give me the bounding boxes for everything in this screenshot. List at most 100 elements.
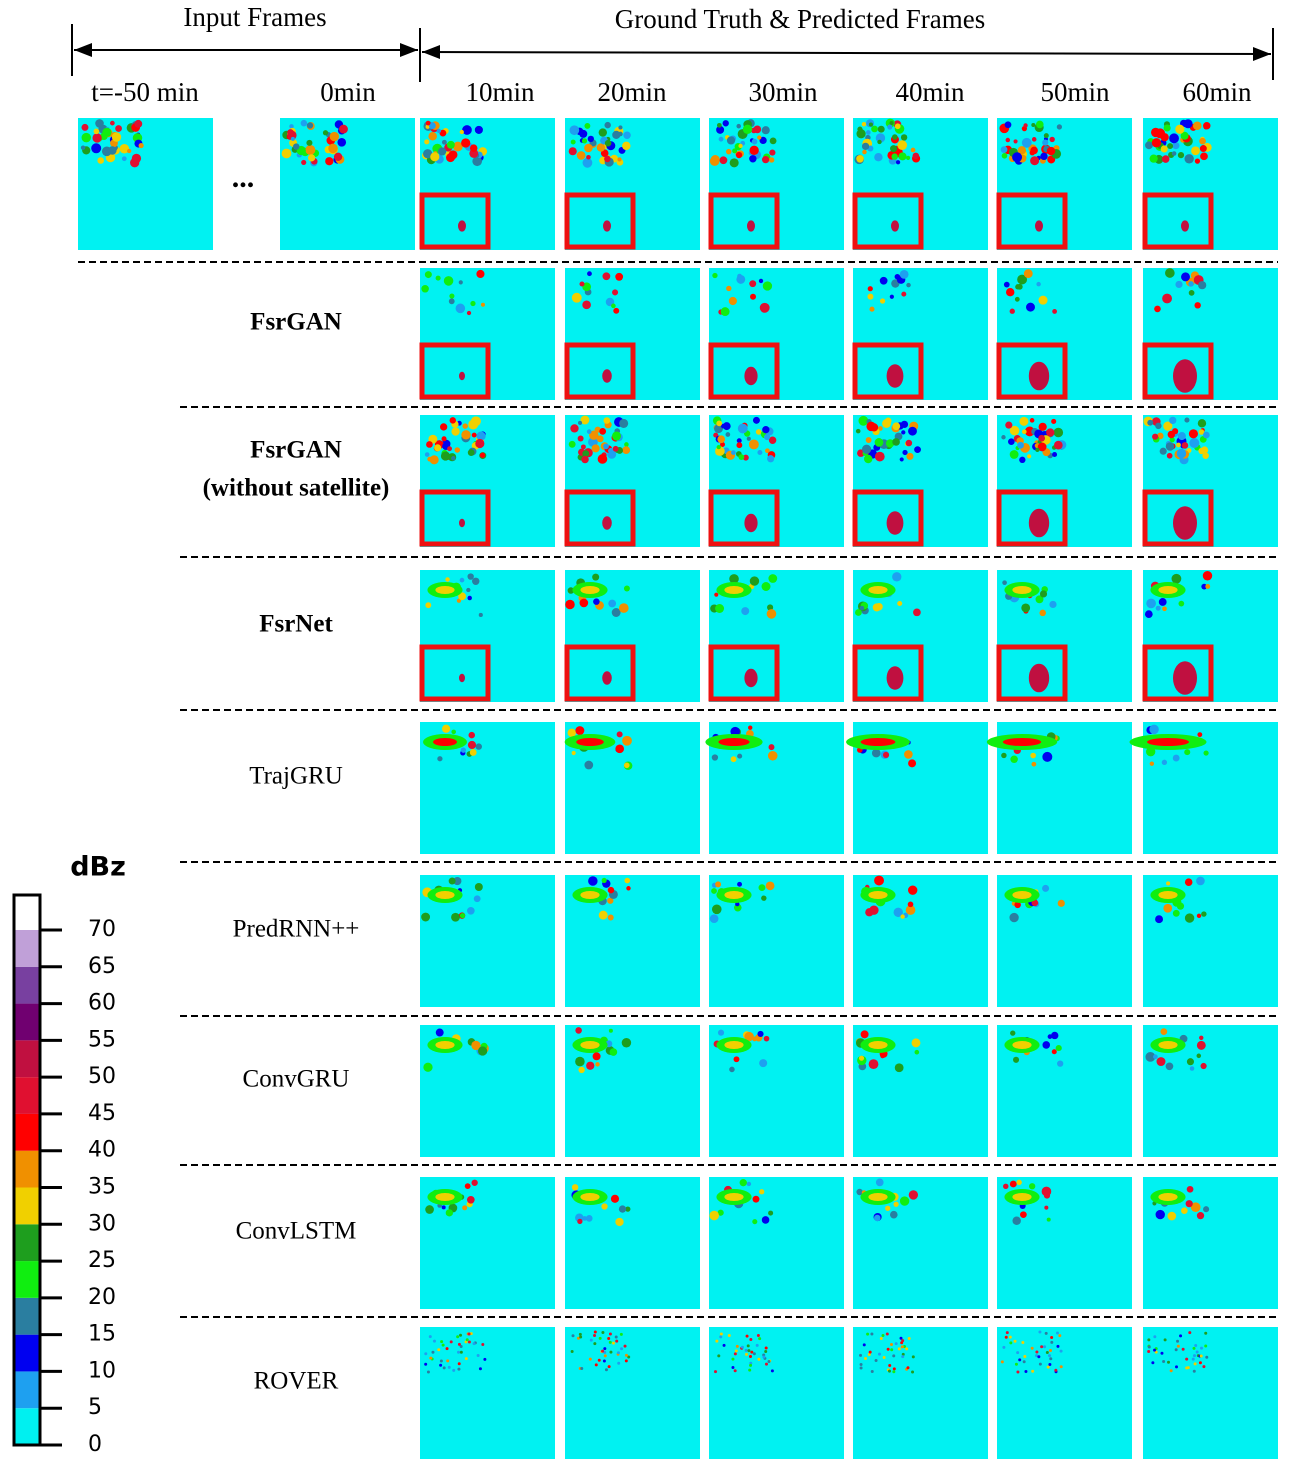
echo (1167, 143, 1173, 149)
echo (747, 1182, 751, 1186)
echo (715, 604, 724, 613)
echo (1170, 1369, 1173, 1372)
echo (592, 574, 599, 581)
echo (769, 157, 774, 162)
echo (1010, 1030, 1015, 1035)
echo (886, 1332, 889, 1335)
echo (449, 293, 454, 298)
storm-cell (1035, 220, 1043, 231)
echo (581, 444, 586, 449)
echo (752, 139, 758, 145)
echo (1054, 428, 1064, 438)
echo (1205, 1356, 1208, 1359)
echo (726, 286, 731, 291)
echo (1039, 1363, 1042, 1366)
echo (586, 155, 591, 160)
echo (729, 1067, 735, 1073)
echo (895, 1342, 898, 1345)
echo-core (724, 1193, 743, 1201)
echo (1203, 1206, 1209, 1212)
echo (716, 420, 722, 426)
echo (575, 1027, 582, 1034)
echo-core (435, 1193, 454, 1201)
echo (1051, 1032, 1058, 1039)
echo (455, 447, 461, 453)
echo (611, 1195, 619, 1203)
echo (1197, 1054, 1202, 1059)
echo (1203, 432, 1210, 439)
echo-core (580, 1193, 599, 1201)
echo-core (433, 738, 457, 746)
echo (1166, 881, 1170, 885)
echo (901, 430, 905, 434)
echo (1160, 448, 1167, 455)
echo (723, 120, 729, 126)
echo (450, 1340, 453, 1343)
echo (1024, 269, 1033, 278)
echo (1159, 598, 1167, 606)
echo (731, 756, 737, 762)
echo (436, 1029, 444, 1037)
storm-cell (747, 220, 755, 231)
echo (102, 128, 111, 137)
echo (913, 153, 920, 160)
model-label: (without satellite) (203, 475, 390, 502)
echo (1194, 1344, 1197, 1347)
echo (130, 158, 139, 167)
echo (720, 156, 728, 164)
echo (1196, 877, 1205, 886)
echo (869, 1059, 879, 1069)
echo (601, 1203, 607, 1209)
echo (469, 732, 475, 738)
echo (426, 441, 433, 448)
echo (712, 273, 717, 278)
echo (1045, 1332, 1048, 1335)
echo (608, 1365, 611, 1368)
colorbar-segment (14, 1077, 40, 1114)
output-label: Ground Truth & Predicted Frames (615, 4, 986, 34)
echo (1040, 153, 1047, 160)
echo (578, 435, 584, 441)
echo (615, 273, 623, 281)
echo (749, 1364, 752, 1367)
echo (883, 1356, 886, 1359)
echo (429, 1335, 432, 1338)
echo (467, 311, 471, 315)
echo (438, 147, 446, 155)
echo (470, 144, 477, 151)
echo (901, 134, 907, 140)
echo (1052, 452, 1057, 457)
model-label: FsrGAN (250, 309, 342, 336)
echo (1153, 1349, 1156, 1352)
echo (731, 1366, 734, 1369)
echo (1005, 121, 1012, 128)
echo (709, 1211, 719, 1221)
echo (460, 1351, 463, 1354)
echo (601, 1331, 604, 1334)
echo (753, 1352, 756, 1355)
echo (1030, 418, 1035, 423)
colorbar-tick-label: 40 (88, 1138, 116, 1163)
echo (756, 1344, 759, 1347)
echo (626, 886, 630, 890)
echo (1021, 1341, 1024, 1344)
colorbar-tick-label: 60 (88, 991, 116, 1016)
echo (1162, 1360, 1165, 1363)
echo (1049, 137, 1054, 142)
echo (604, 122, 610, 128)
echo (912, 1038, 921, 1047)
echo (749, 280, 756, 287)
echo (1177, 1345, 1180, 1348)
echo (582, 1216, 587, 1221)
storm-cell (458, 220, 466, 231)
echo (1050, 1336, 1053, 1339)
echo (475, 439, 484, 448)
storm-cell (887, 364, 904, 388)
storm-cell (603, 220, 611, 231)
echo (892, 422, 900, 430)
echo (1184, 749, 1190, 755)
echo (1167, 1361, 1170, 1364)
echo (613, 308, 619, 314)
echo (750, 294, 756, 300)
echo-core (435, 586, 454, 594)
